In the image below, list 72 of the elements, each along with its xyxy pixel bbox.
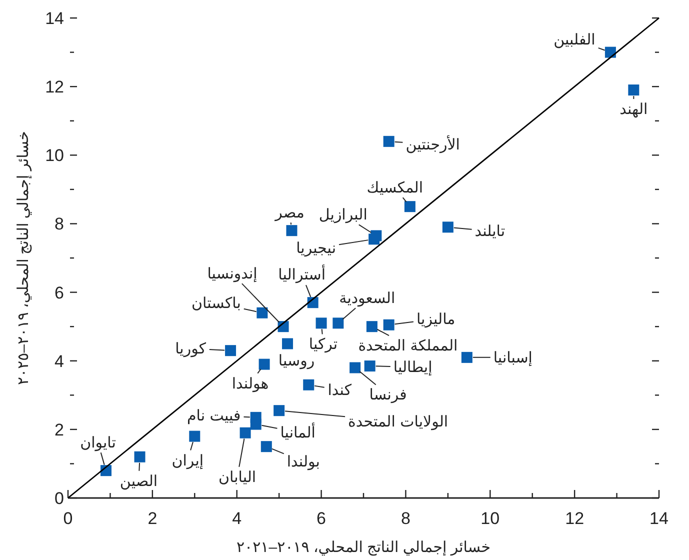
y-tick-label: 14 — [45, 9, 64, 28]
point — [258, 358, 270, 370]
annotation: ماليزيا — [416, 310, 456, 328]
point — [260, 441, 272, 452]
annotation: الفلبين — [554, 30, 596, 48]
annotation: إيطاليا — [393, 358, 432, 376]
annotation: إندونسيا — [207, 264, 258, 283]
point — [316, 318, 327, 329]
x-tick-label: 2 — [148, 509, 158, 528]
point — [350, 362, 361, 374]
point — [366, 321, 378, 332]
point — [404, 201, 416, 212]
annotation: نيجيريا — [296, 239, 336, 258]
annotation: أستراليا — [278, 264, 326, 284]
point — [442, 222, 454, 233]
point — [286, 225, 298, 236]
x-axis-title: خسائر إجمالي الناتج المحلي، ٢٠١٩–٢٠٢١ — [236, 539, 491, 556]
annotation: السعودية — [339, 289, 396, 308]
point — [332, 318, 344, 329]
y-axis-title: خسائر إجمالي الناتج المحلي، ٢٠١٩–٢٠٢٥ — [15, 130, 32, 386]
x-tick-label: 10 — [480, 509, 500, 528]
point — [383, 319, 394, 330]
point — [368, 234, 380, 245]
point — [282, 338, 294, 350]
annotation: فرنسا — [369, 386, 407, 404]
x-tick-label: 8 — [400, 509, 410, 528]
y-tick-label: 2 — [54, 420, 64, 440]
x-tick-label: 12 — [565, 509, 584, 528]
annotation: روسيا — [278, 352, 315, 370]
annotation: الأرجنتين — [406, 134, 460, 154]
y-tick-label: 8 — [54, 214, 64, 234]
annotation: كندا — [328, 380, 352, 399]
annotation: المملكة المتحدة — [358, 336, 458, 355]
x-tick-label: 14 — [650, 509, 668, 528]
annotation: المكسيك — [366, 178, 424, 197]
x-tick-label: 4 — [232, 509, 242, 528]
annotation: الصين — [120, 472, 158, 490]
point — [134, 451, 146, 462]
annotation: باكستان — [191, 294, 241, 312]
annotation: مصر — [274, 204, 304, 222]
point — [303, 379, 314, 390]
annotation: بولندا — [286, 452, 320, 471]
y-tick-label: 6 — [54, 283, 64, 302]
y-tick-label: 10 — [45, 146, 64, 166]
annotation: هولندا — [232, 374, 269, 392]
annotation: فييت نام — [186, 406, 241, 424]
annotation: إسبانيا — [493, 348, 532, 366]
point — [383, 136, 394, 147]
point — [461, 352, 472, 363]
point — [274, 405, 285, 416]
point — [604, 46, 616, 58]
y-tick-label: 4 — [54, 352, 64, 371]
y-tick-label: 12 — [45, 78, 64, 97]
point — [189, 430, 200, 442]
point — [250, 418, 262, 430]
annotation: تايلند — [474, 222, 506, 240]
point — [225, 345, 236, 356]
annotation: تايوان — [80, 434, 116, 452]
point — [628, 84, 640, 96]
annotation: الولايات المتحدة — [348, 412, 448, 431]
annotation: تركيا — [308, 335, 338, 354]
point — [240, 427, 251, 438]
x-tick-label: 6 — [316, 509, 326, 528]
annotation: البرازيل — [318, 206, 368, 224]
point — [364, 360, 376, 372]
annotation: كوريا — [175, 340, 207, 358]
annotation: الهند — [620, 100, 648, 118]
annotation: ألمانيا — [280, 422, 316, 442]
point — [256, 307, 268, 318]
y-tick-label: 0 — [54, 489, 64, 508]
annotation: إيران — [172, 451, 204, 470]
annotation: اليابان — [218, 468, 256, 486]
